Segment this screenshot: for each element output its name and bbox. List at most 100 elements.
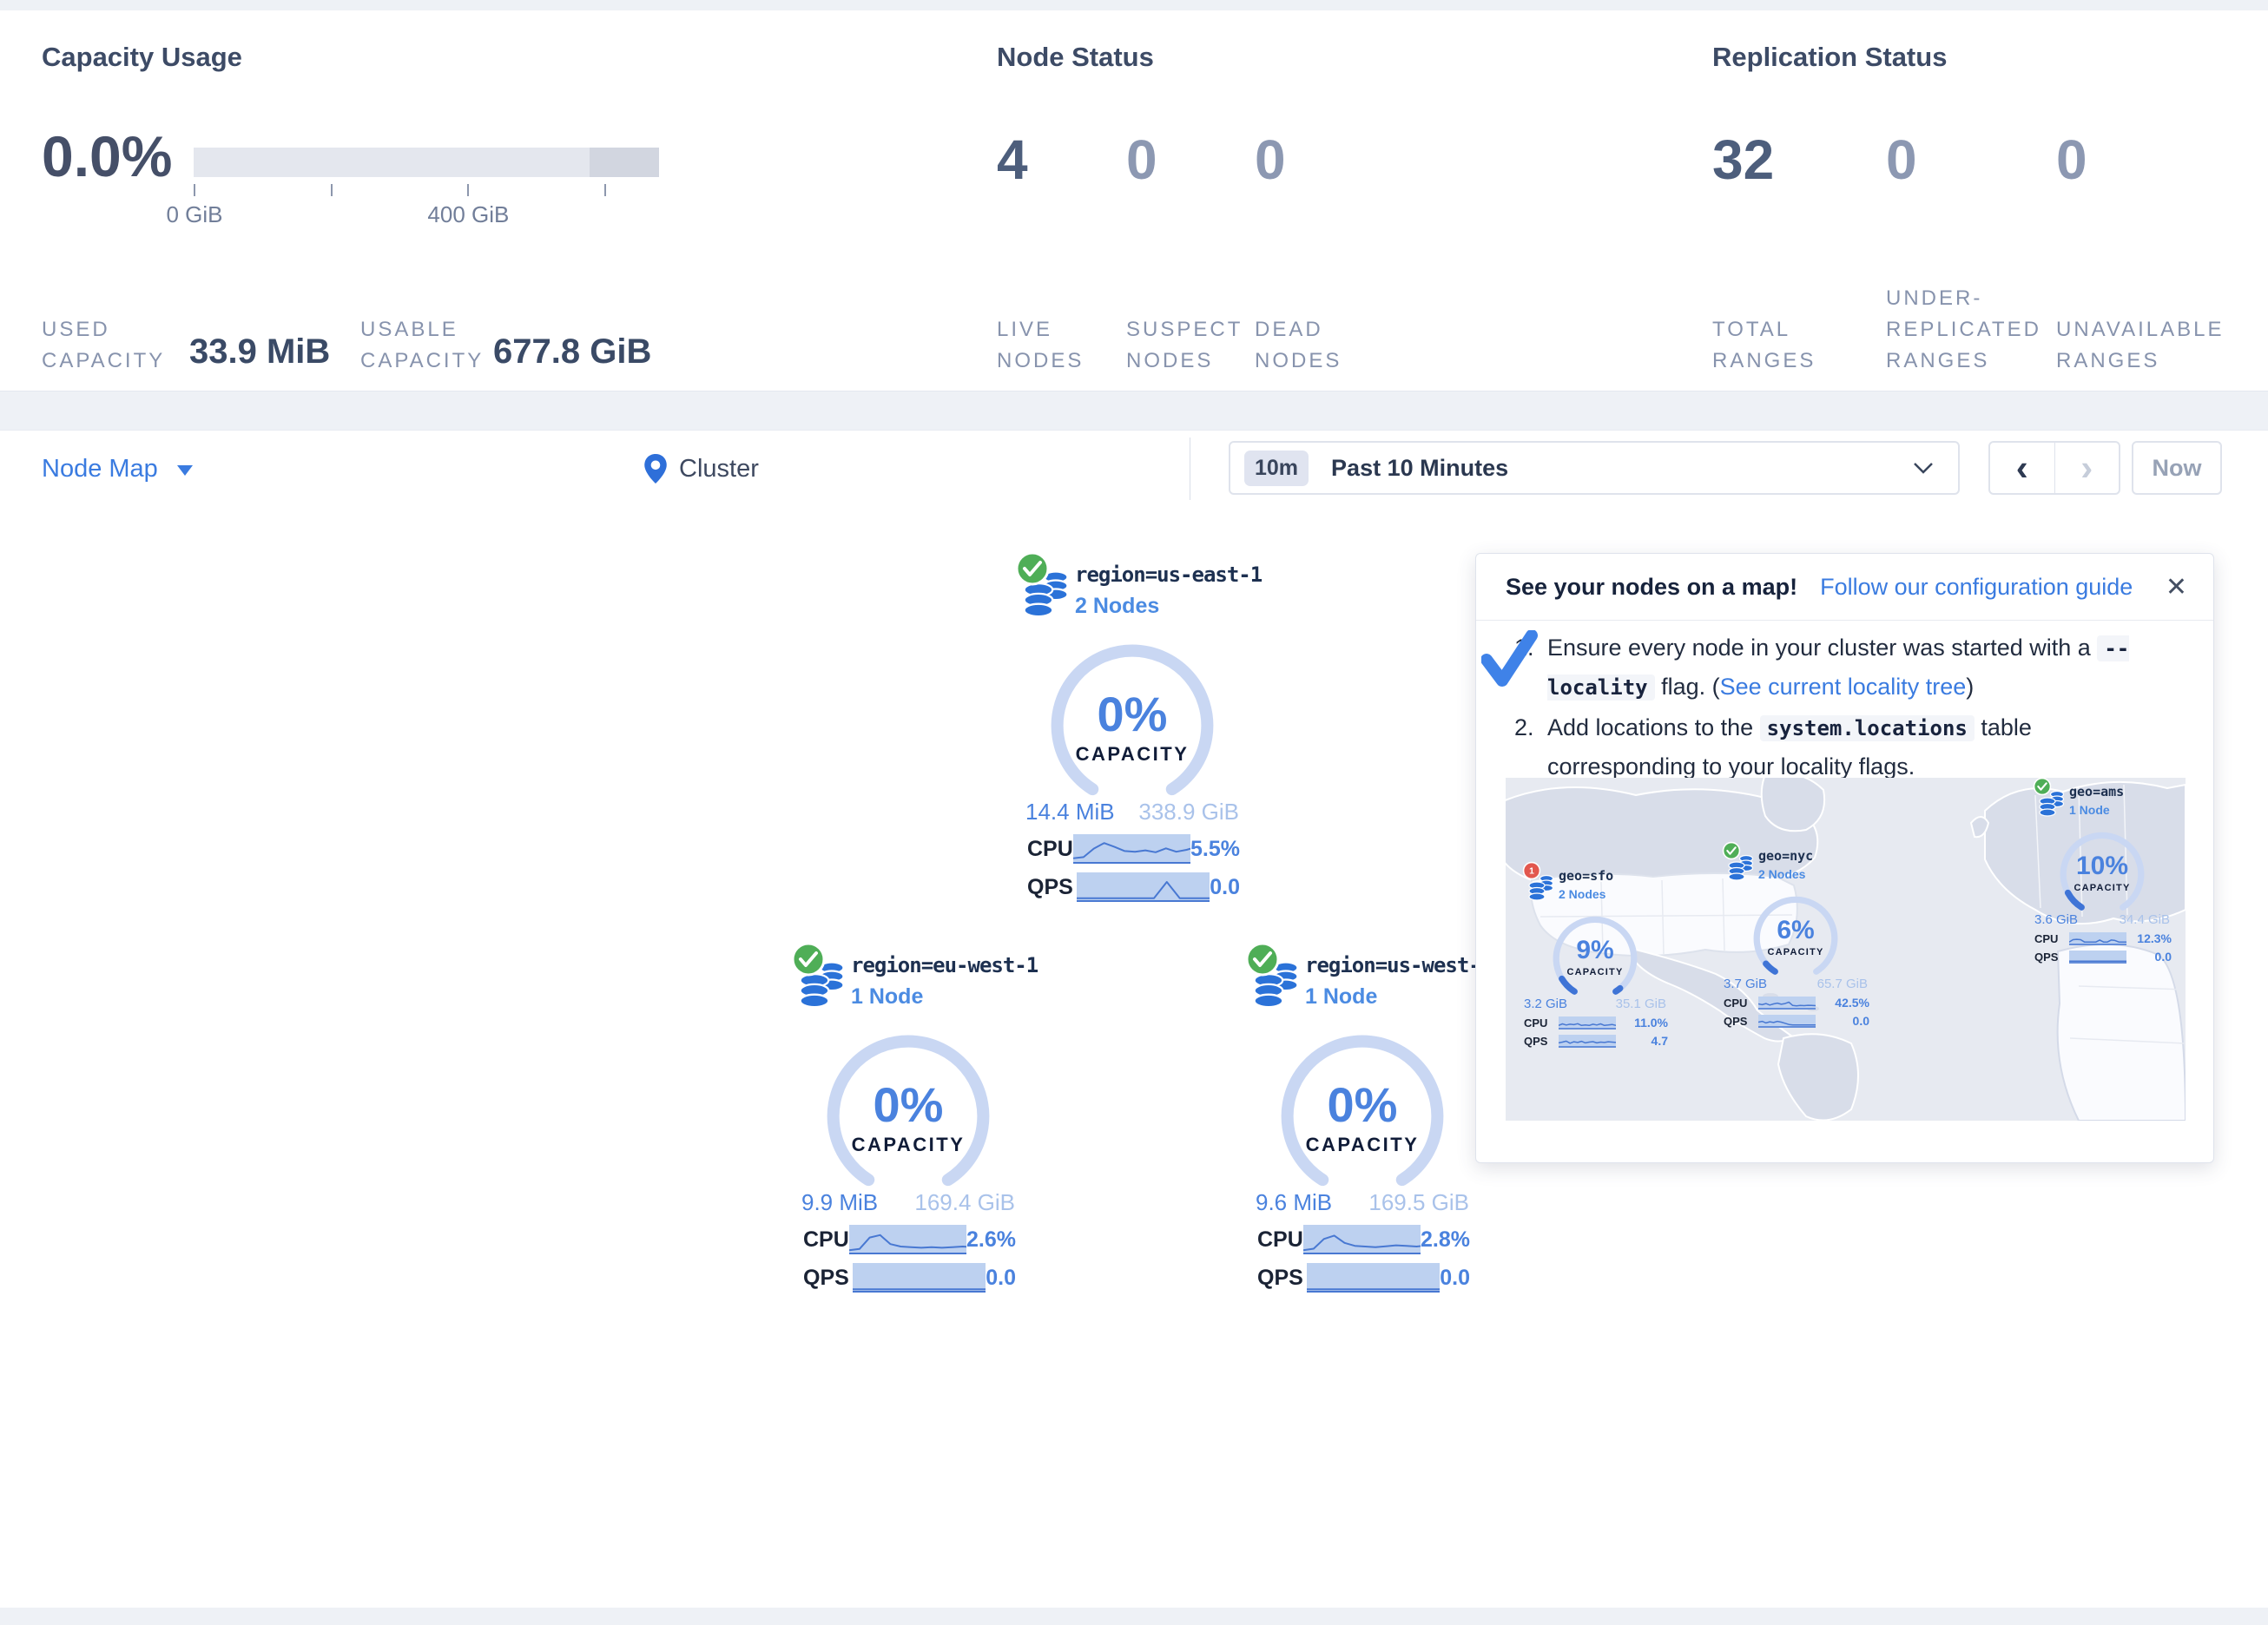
nodes-on-map-popup: See your nodes on a map! Follow our conf… [1475, 553, 2214, 1163]
status-badge-wrap [790, 941, 827, 982]
view-selector-label: Node Map [42, 454, 158, 483]
node-card-header: region=us-west-1 1 Node [1244, 942, 1493, 1023]
db-icon-wrap [1251, 958, 1302, 1013]
used-capacity: 3.2 GiB [1524, 997, 1568, 1011]
database-stack-icon [799, 961, 845, 1009]
capacity-gauge-wrap: 9% CAPACITY [1546, 910, 1644, 997]
node-card-header: region=us-east-1 2 Nodes [1014, 551, 1263, 632]
capacity-caption: CAPACITY [1566, 967, 1624, 977]
cpu-row: CPU 5.5% [1014, 834, 1250, 864]
unavailable-count: 0 [2056, 128, 2087, 191]
cpu-label: CPU [1257, 1227, 1303, 1252]
capacity-minmax-row: 3.6 GiB 34.4 GiB [2033, 912, 2172, 927]
close-icon[interactable]: ✕ [2165, 572, 2187, 602]
database-stack-icon [1528, 874, 1554, 901]
region-title: region=us-west-1 [1305, 953, 1493, 977]
popup-title: See your nodes on a map! [1506, 573, 1798, 600]
capacity-caption: CAPACITY [2074, 883, 2131, 893]
capacity-gauge-wrap: 0% CAPACITY [1038, 632, 1226, 799]
breadcrumb[interactable]: Cluster [644, 431, 759, 507]
sparkline-chart [1758, 996, 1816, 1010]
total-capacity: 35.1 GiB [1615, 997, 1666, 1011]
sparkline-chart [1306, 1263, 1441, 1293]
inline-code: system.locations [1759, 715, 1975, 741]
healthy-check-badge [791, 942, 826, 977]
cpu-value: 12.3% [2137, 931, 2172, 945]
db-icon-wrap [1527, 873, 1555, 905]
used-capacity: 3.6 GiB [2034, 912, 2079, 927]
instruction-step: 1. Ensure every node in your cluster was … [1514, 628, 2183, 707]
cpu-row: CPU 2.8% [1244, 1225, 1480, 1254]
database-stack-icon [1023, 570, 1069, 618]
dead-nodes-count: 0 [1255, 128, 1286, 191]
configuration-guide-link[interactable]: Follow our configuration guide [1820, 573, 2133, 600]
healthy-check-badge [2033, 778, 2052, 796]
qps-label: QPS [1257, 1265, 1303, 1290]
qps-value: 0.0 [1440, 1265, 1470, 1290]
cpu-row: CPU 2.6% [790, 1225, 1026, 1254]
mini-card-header: 1 geo=sfo 2 Nodes [1522, 861, 1668, 910]
node-region-card[interactable]: region=eu-west-1 1 Node 0% CAPACITY 9.9 MiB 1… [790, 942, 1038, 1293]
capacity-percent-value: 0% [1097, 687, 1168, 741]
node-count-label: 2 Nodes [1075, 594, 1160, 618]
capacity-percent-value: 0% [873, 1077, 944, 1132]
locality-tree-link[interactable]: See current locality tree [1719, 674, 1967, 700]
capacity-minmax-row: 3.2 GiB 35.1 GiB [1522, 997, 1668, 1011]
node-region-card[interactable]: region=us-east-1 2 Nodes 0% CAPACITY 14.4 Mi… [1014, 551, 1263, 902]
unavailable-label: UNAVAILABLE RANGES [2056, 318, 2225, 372]
qps-label: QPS [803, 1265, 849, 1290]
qps-label: QPS [2034, 950, 2059, 964]
now-button[interactable]: Now [2132, 441, 2222, 495]
capacity-gauge-wrap: 10% CAPACITY [2054, 826, 2151, 912]
qps-row: QPS 0.0 [1244, 1263, 1480, 1293]
capacity-caption: CAPACITY [1767, 947, 1824, 957]
region-title: region=eu-west-1 [851, 953, 1038, 977]
capacity-bar [194, 148, 659, 177]
capacity-gauge-wrap: 0% CAPACITY [1269, 1023, 1456, 1189]
database-stack-icon [1253, 961, 1299, 1009]
db-icon-wrap [1021, 568, 1071, 622]
step-number: 2. [1514, 714, 1534, 740]
used-capacity: 14.4 MiB [1025, 799, 1115, 825]
node-region-card[interactable]: region=us-west-1 1 Node 0% CAPACITY 9.6 MiB 1… [1244, 942, 1493, 1293]
blue-checkmark-icon [1481, 630, 1538, 687]
view-selector-dropdown[interactable]: Node Map [42, 431, 193, 507]
qps-value: 0.0 [1852, 1014, 1869, 1028]
cluster-summary-bar: Capacity Usage 0.0% 0 GiB 400 GiB USED CA… [0, 10, 2268, 391]
sparkline-chart [2069, 950, 2126, 964]
capacity-usage-title: Capacity Usage [42, 42, 242, 72]
status-badge-wrap [1014, 550, 1051, 591]
qps-row: QPS 0.0 [1722, 1014, 1869, 1028]
capacity-axis-tick [194, 184, 195, 196]
used-capacity-label: USED CAPACITY [42, 318, 166, 372]
used-capacity-value: 33.9 MiB [189, 332, 331, 371]
time-step-back-button[interactable]: ‹ [1990, 443, 2055, 493]
region-title: geo=ams [2069, 784, 2125, 799]
qps-label: QPS [1724, 1014, 1748, 1028]
db-icon-wrap [1727, 853, 1755, 885]
cpu-value: 5.5% [1190, 836, 1240, 861]
capacity-percent-value: 0% [1327, 1077, 1398, 1132]
step-text: Ensure every node in your cluster was st… [1547, 635, 2098, 661]
sparkline-chart [1758, 1014, 1816, 1028]
capacity-percent: 0.0% [42, 124, 173, 188]
capacity-axis-tick [330, 184, 333, 196]
qps-row: QPS 0.0 [2033, 950, 2172, 964]
time-range-selector[interactable]: 10m Past 10 Minutes [1229, 441, 1960, 495]
capacity-minmax-row: 14.4 MiB 338.9 GiB [1014, 799, 1250, 826]
capacity-gauge [1753, 896, 1838, 975]
capacity-caption: CAPACITY [1075, 743, 1190, 765]
mini-node-card: geo=nyc 2 Nodes 6% CAPACITY 3.7 GiB 65.7 GiB C… [1722, 841, 1869, 1028]
node-count-label: 2 Nodes [1758, 867, 1806, 881]
chevron-down-icon [1914, 463, 1933, 474]
time-step-forward-button[interactable]: › [2080, 447, 2093, 488]
region-title: geo=nyc [1758, 848, 1814, 864]
cpu-value: 42.5% [1835, 996, 1869, 1010]
healthy-check-badge [1722, 841, 1741, 860]
suspect-nodes-count: 0 [1126, 128, 1157, 191]
cpu-label: CPU [1724, 996, 1748, 1010]
live-nodes-count: 4 [997, 128, 1028, 191]
qps-label: QPS [1027, 874, 1073, 899]
capacity-axis-tick-label: 400 GiB [427, 201, 510, 227]
sparkline-chart [848, 1225, 967, 1254]
